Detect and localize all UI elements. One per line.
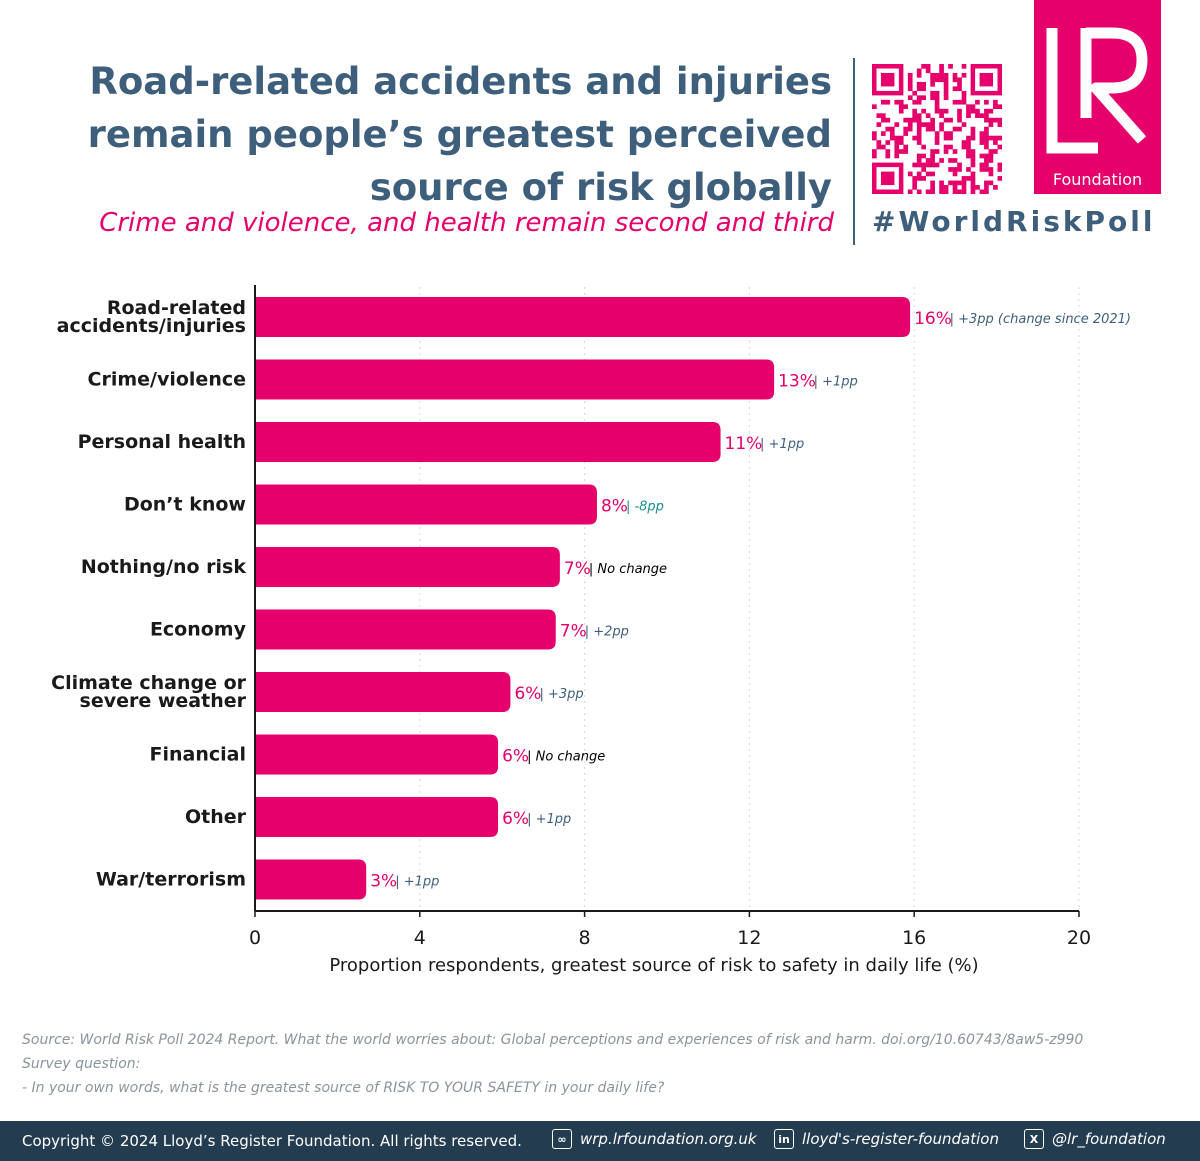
chart-subtitle: Crime and violence, and health remain se… [99, 208, 834, 238]
value-label: 6% [502, 809, 529, 829]
category-label: severe weather [80, 690, 247, 712]
change-label: | No change [589, 562, 667, 577]
title-line: remain people’s greatest perceived [87, 113, 832, 156]
value-label: 8% [601, 497, 628, 517]
category-label: Nothing/no risk [81, 556, 247, 578]
lr-foundation-logo: Foundation [1034, 0, 1161, 194]
value-label: 7% [564, 559, 591, 579]
website-text: wrp.lrfoundation.org.uk [580, 1130, 757, 1148]
link-icon: ∞ [552, 1129, 572, 1149]
bar [255, 547, 560, 587]
source-citation: Source: World Risk Poll 2024 Report. Wha… [22, 1032, 1084, 1048]
bar [255, 797, 499, 837]
change-label: | +1pp [527, 812, 571, 827]
bar [255, 859, 367, 900]
category-label: accidents/injuries [57, 315, 246, 337]
change-label: | +1pp [814, 375, 858, 390]
logo-foundation-text: Foundation [1052, 170, 1143, 189]
value-label: 13% [778, 372, 816, 392]
category-label: Financial [150, 744, 246, 766]
category-label: Personal health [78, 431, 246, 453]
bar [255, 672, 511, 712]
bar [255, 297, 911, 337]
value-label: 11% [725, 434, 763, 454]
value-label: 16% [914, 309, 952, 329]
category-label: Economy [150, 619, 247, 641]
x-tick-label: 0 [249, 927, 261, 949]
x-link[interactable]: X @lr_foundation [1024, 1129, 1166, 1149]
website-link[interactable]: ∞ wrp.lrfoundation.org.uk [552, 1129, 757, 1149]
x-tick-label: 20 [1067, 927, 1091, 949]
bar [255, 359, 775, 400]
change-label: | +3pp (change since 2021) [950, 312, 1131, 327]
bar [255, 422, 721, 462]
value-label: 3% [370, 872, 397, 892]
category-label: Crime/violence [88, 369, 246, 391]
x-tick-label: 8 [579, 927, 591, 949]
change-label: | +1pp [760, 437, 804, 452]
survey-question: - In your own words, what is the greates… [22, 1080, 665, 1096]
linkedin-icon: in [774, 1129, 794, 1149]
chart-title: Road-related accidents and injuries rema… [72, 55, 832, 214]
category-label: Climate change or [51, 672, 246, 694]
linkedin-link[interactable]: in lloyd's-register-foundation [774, 1129, 999, 1149]
lr-logo-mark-icon [1046, 27, 1148, 154]
title-line: source of risk globally [369, 166, 832, 209]
bar [255, 484, 597, 525]
value-label: 6% [514, 684, 541, 704]
change-label: | +3pp [539, 687, 583, 702]
change-label: | +2pp [585, 625, 629, 640]
x-axis-title: Proportion respondents, greatest source … [329, 955, 978, 976]
qr-code-icon[interactable] [872, 64, 1002, 194]
change-label: | -8pp [626, 500, 664, 515]
category-label: War/terrorism [96, 869, 246, 891]
copyright: Copyright © 2024 Lloyd’s Register Founda… [22, 1132, 522, 1150]
footer: Copyright © 2024 Lloyd’s Register Founda… [0, 1121, 1200, 1161]
header-divider [853, 58, 855, 245]
source-note: Source: World Risk Poll 2024 Report. Wha… [22, 1030, 1182, 1102]
linkedin-text: lloyd's-register-foundation [802, 1130, 999, 1148]
x-tick-label: 4 [414, 927, 426, 949]
change-label: | +1pp [395, 875, 439, 890]
x-tick-label: 16 [902, 927, 926, 949]
title-line: Road-related accidents and injuries [89, 60, 832, 103]
x-icon: X [1024, 1129, 1044, 1149]
bar [255, 609, 556, 650]
category-label: Don’t know [124, 494, 246, 516]
change-label: | No change [527, 750, 605, 765]
x-tick-label: 12 [737, 927, 761, 949]
survey-question-label: Survey question: [22, 1056, 141, 1072]
value-label: 6% [502, 747, 529, 767]
value-label: 7% [560, 622, 587, 642]
hashtag: #WorldRiskPoll [872, 205, 1156, 238]
bar [255, 734, 499, 775]
x-handle-text: @lr_foundation [1052, 1130, 1166, 1148]
category-label: Other [185, 806, 247, 828]
category-label: Road-related [107, 297, 246, 319]
